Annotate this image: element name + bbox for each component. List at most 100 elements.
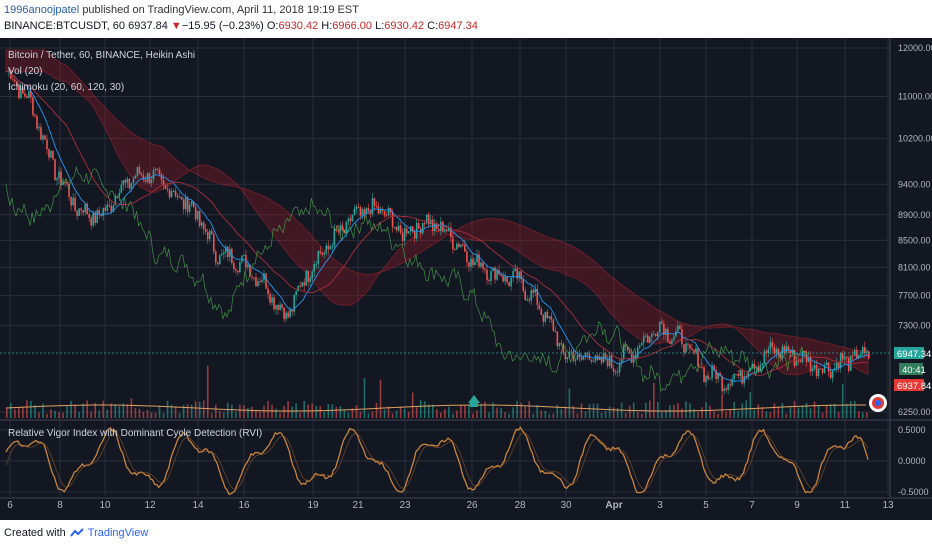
candle-body xyxy=(126,178,129,183)
y-tick-label: 7700.00 xyxy=(898,291,931,301)
candle-body xyxy=(538,304,541,310)
candle-body xyxy=(184,197,187,210)
candle-body xyxy=(192,201,195,208)
candle-body xyxy=(472,258,474,266)
candle-body xyxy=(655,333,657,336)
candle-body xyxy=(442,221,444,232)
candle-body xyxy=(482,262,484,269)
volume-bar xyxy=(138,408,141,418)
volume-bar xyxy=(540,410,543,418)
candle-body xyxy=(803,351,806,353)
volume-bar xyxy=(697,412,699,418)
volume-bar xyxy=(568,388,571,418)
volume-bar xyxy=(239,404,241,418)
y-tick-label: 8100.00 xyxy=(898,262,931,272)
candle-body xyxy=(638,345,641,348)
volume-bar xyxy=(419,400,422,418)
candle-body xyxy=(839,353,842,369)
created-with-text: Created with xyxy=(4,527,66,539)
candle-body xyxy=(695,348,697,353)
candle-body xyxy=(243,254,245,256)
goto-realtime-icon[interactable] xyxy=(869,394,887,412)
volume-bar xyxy=(460,404,462,418)
tradingview-link[interactable]: TradingView xyxy=(87,527,149,539)
volume-bar xyxy=(331,404,334,418)
candle-body xyxy=(399,225,402,233)
countdown-badge xyxy=(899,363,923,375)
candle-body xyxy=(665,328,667,335)
candle-body xyxy=(200,222,203,226)
volume-bar xyxy=(170,405,173,418)
volume-bar xyxy=(773,403,776,418)
candle-body xyxy=(72,197,74,206)
candle-body xyxy=(506,276,508,283)
candle-body xyxy=(560,343,563,345)
candle-body xyxy=(140,173,143,176)
x-tick-label: 26 xyxy=(466,500,478,511)
volume-bar xyxy=(556,404,559,418)
volume-bar xyxy=(693,408,695,418)
candle-body xyxy=(488,280,490,282)
candle-body xyxy=(673,336,675,341)
volume-bar xyxy=(106,409,109,418)
candle-body xyxy=(853,350,856,356)
candle-body xyxy=(540,309,543,315)
x-tick-label: 19 xyxy=(307,500,319,511)
candle-body xyxy=(68,184,70,197)
candle-body xyxy=(218,255,221,265)
price-badge xyxy=(894,347,924,359)
close-badge xyxy=(894,379,924,391)
volume-bar xyxy=(411,392,414,418)
candle-body xyxy=(359,207,362,216)
candle-body xyxy=(669,341,671,344)
volume-bar xyxy=(853,400,856,418)
volume-bar xyxy=(315,405,318,418)
lagging-span xyxy=(5,165,809,393)
volume-bar xyxy=(339,406,342,418)
candle-body xyxy=(194,207,197,220)
volume-bar xyxy=(82,403,84,418)
candle-body xyxy=(592,361,595,363)
candle-body xyxy=(259,281,261,283)
candle-body xyxy=(640,342,643,346)
close-label: C: xyxy=(427,20,439,32)
candle-body xyxy=(299,285,301,287)
legend-ichimoku: Ichimoku (20, 60, 120, 30) xyxy=(8,82,124,93)
candle-body xyxy=(20,87,22,99)
candle-body xyxy=(287,312,289,318)
candle-body xyxy=(468,262,470,267)
candle-body xyxy=(568,351,571,358)
volume-bar xyxy=(528,401,531,418)
volume-bar xyxy=(681,408,683,418)
volume-bar xyxy=(202,400,205,418)
candle-body xyxy=(355,207,358,209)
volume-bar xyxy=(403,408,406,418)
candle-body xyxy=(781,346,784,358)
y-tick-label: 6250.00 xyxy=(898,407,931,417)
x-tick-label: 23 xyxy=(399,500,411,511)
candle-body xyxy=(809,356,812,372)
volume-bar xyxy=(833,403,836,418)
x-tick-label: 28 xyxy=(514,500,526,511)
volume-bar xyxy=(809,408,812,418)
volume-bar xyxy=(166,400,169,418)
candle-body xyxy=(347,218,350,222)
x-tick-label: 14 xyxy=(192,500,204,511)
price-chart[interactable]: 12000.0011000.0010200.009400.008900.0085… xyxy=(0,38,932,520)
volume-bar xyxy=(781,402,784,418)
ohlc-line: BINANCE:BTCUSDT, 60 6937.84 ▼−15.95 (−0.… xyxy=(4,20,478,32)
author-link[interactable]: 1996anoojpatel xyxy=(4,4,80,16)
candle-body xyxy=(711,365,713,379)
candle-body xyxy=(373,198,376,207)
candle-body xyxy=(150,179,153,184)
candle-body xyxy=(152,169,155,180)
volume-bar xyxy=(468,405,470,418)
volume-bar xyxy=(789,405,792,418)
open-value: 6930.42 xyxy=(278,20,319,32)
volume-bar xyxy=(604,410,607,418)
x-tick-label: 21 xyxy=(352,500,364,511)
candle-body xyxy=(16,81,18,86)
candle-body xyxy=(120,184,123,193)
volume-bar xyxy=(769,412,772,418)
volume-bar xyxy=(367,413,370,418)
